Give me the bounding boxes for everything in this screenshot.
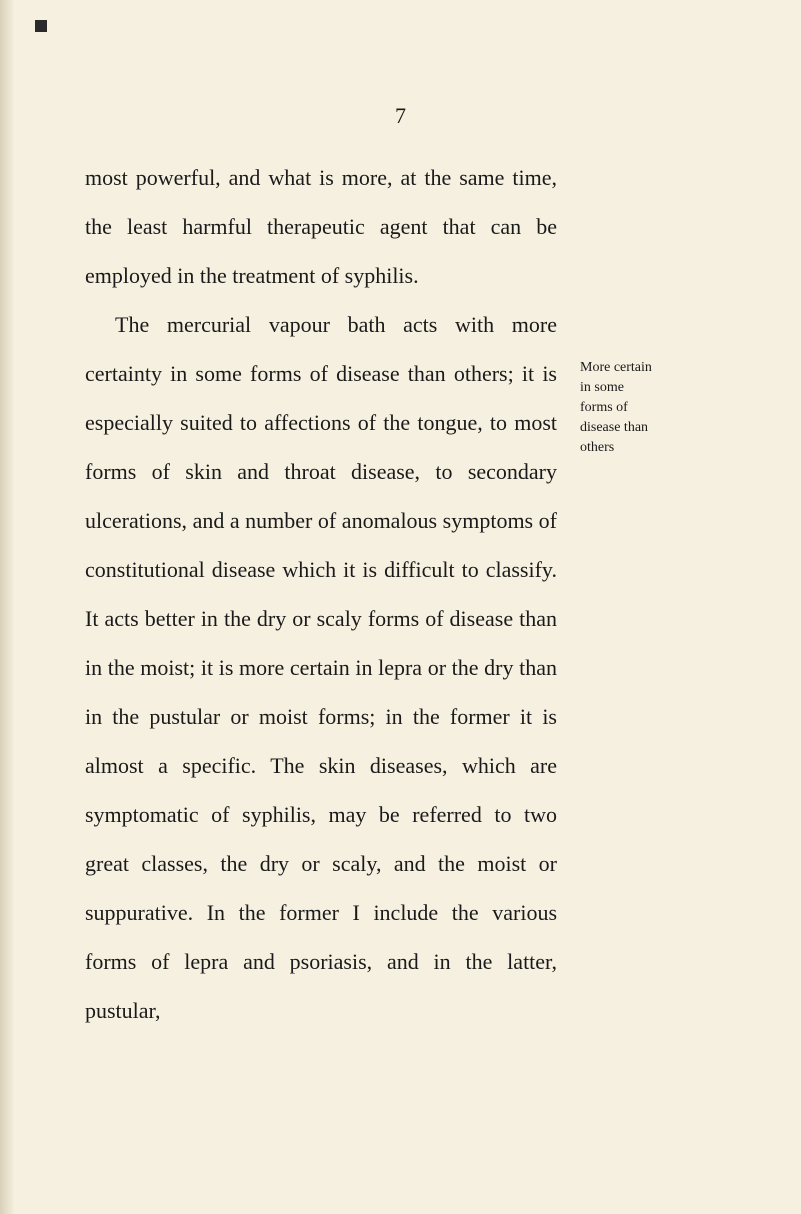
page-left-edge <box>0 0 15 1214</box>
margin-line-4: disease than <box>580 418 710 438</box>
page-number: 7 <box>395 103 406 129</box>
margin-line-5: others <box>580 438 710 458</box>
main-body-text: most powerful, and what is more, at the … <box>85 153 557 1035</box>
paragraph-2: The mercurial vapour bath acts with more… <box>85 300 557 1035</box>
margin-line-1: More certain <box>580 358 710 378</box>
paragraph-1: most powerful, and what is more, at the … <box>85 153 557 300</box>
top-corner-marker <box>35 20 47 32</box>
margin-note: More certain in some forms of disease th… <box>580 358 710 458</box>
margin-line-2: in some <box>580 378 710 398</box>
margin-line-3: forms of <box>580 398 710 418</box>
